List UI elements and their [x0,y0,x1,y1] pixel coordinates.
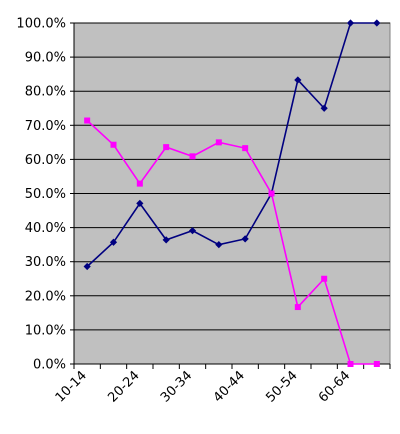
series-1-point [346,19,355,27]
x-tick-label: 40-44 [211,368,248,405]
x-tick-label: 20-24 [105,368,142,405]
series-2-point [215,139,222,146]
series-2-point [294,304,301,311]
series-1-point [241,235,249,243]
x-tick-label: 30-34 [158,368,195,405]
series-2-point [373,361,380,367]
series-2-point [321,275,328,282]
series-2-point [189,153,196,160]
y-tick-label: 100.0% [16,17,66,32]
y-tick-label: 80.0% [25,85,66,100]
y-tick-label: 40.0% [25,221,66,236]
series-1-point [83,262,91,271]
series-1-point [294,76,302,84]
series-2-point [347,361,354,367]
series-1-point [215,241,223,249]
series-2-point [242,145,249,152]
y-tick-label: 30.0% [25,255,66,270]
series-1-line [86,22,377,268]
y-tick-label: 0.0% [33,358,66,373]
series-2-point [84,117,91,124]
series-1-point [109,238,118,246]
x-tick-label: 10-14 [53,368,90,405]
y-tick-label: 70.0% [25,119,66,134]
y-tick-label: 50.0% [25,187,66,202]
series-1-point [320,104,328,112]
series-2-point [110,141,117,148]
series-2-point [136,180,143,187]
y-tick-label: 10.0% [25,323,66,338]
series-2-point [268,190,275,197]
series-1-point [136,199,144,207]
x-tick-label: 60-64 [316,368,353,405]
series-1-point [188,227,197,235]
series-1-point [373,19,381,27]
y-tick-label: 20.0% [25,289,66,304]
x-tick-label: 50-54 [263,368,300,405]
y-tick-label: 90.0% [25,51,66,66]
series-2-point [163,144,170,151]
series-2-line [86,119,377,365]
series-1-point [162,236,170,244]
y-tick-label: 60.0% [25,153,66,168]
